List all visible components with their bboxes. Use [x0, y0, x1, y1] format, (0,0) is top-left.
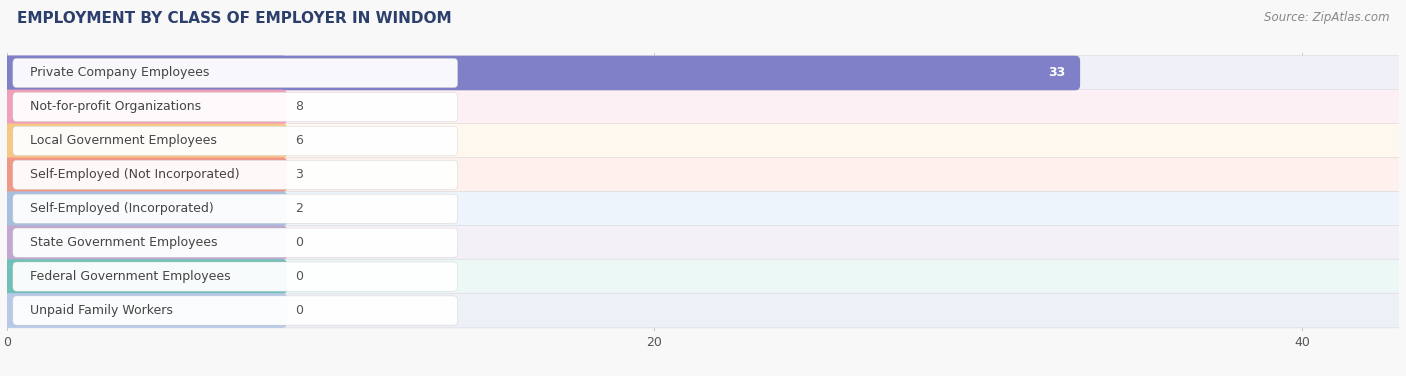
- FancyBboxPatch shape: [13, 58, 457, 88]
- FancyBboxPatch shape: [3, 56, 1403, 90]
- FancyBboxPatch shape: [3, 259, 287, 294]
- Text: 3: 3: [295, 168, 304, 181]
- FancyBboxPatch shape: [3, 89, 287, 124]
- FancyBboxPatch shape: [13, 296, 457, 325]
- FancyBboxPatch shape: [3, 158, 287, 192]
- FancyBboxPatch shape: [3, 225, 287, 260]
- Text: 2: 2: [295, 202, 304, 215]
- Text: 8: 8: [295, 100, 304, 114]
- FancyBboxPatch shape: [3, 191, 1403, 226]
- Text: 0: 0: [295, 236, 304, 249]
- FancyBboxPatch shape: [13, 126, 457, 155]
- FancyBboxPatch shape: [3, 191, 287, 226]
- FancyBboxPatch shape: [13, 92, 457, 121]
- FancyBboxPatch shape: [3, 225, 1403, 260]
- Text: Not-for-profit Organizations: Not-for-profit Organizations: [30, 100, 201, 114]
- Text: 0: 0: [295, 270, 304, 283]
- Text: Self-Employed (Incorporated): Self-Employed (Incorporated): [30, 202, 214, 215]
- FancyBboxPatch shape: [3, 124, 1403, 158]
- Text: State Government Employees: State Government Employees: [30, 236, 217, 249]
- FancyBboxPatch shape: [3, 158, 1403, 192]
- Text: 6: 6: [295, 134, 304, 147]
- Text: Federal Government Employees: Federal Government Employees: [30, 270, 231, 283]
- FancyBboxPatch shape: [3, 89, 1403, 124]
- FancyBboxPatch shape: [3, 293, 1403, 328]
- FancyBboxPatch shape: [13, 194, 457, 223]
- FancyBboxPatch shape: [3, 56, 287, 90]
- FancyBboxPatch shape: [3, 89, 271, 124]
- Text: Unpaid Family Workers: Unpaid Family Workers: [30, 304, 173, 317]
- FancyBboxPatch shape: [3, 158, 110, 192]
- Text: 33: 33: [1049, 67, 1066, 79]
- FancyBboxPatch shape: [13, 228, 457, 257]
- FancyBboxPatch shape: [3, 293, 287, 328]
- FancyBboxPatch shape: [3, 259, 1403, 294]
- Text: Self-Employed (Not Incorporated): Self-Employed (Not Incorporated): [30, 168, 239, 181]
- Text: EMPLOYMENT BY CLASS OF EMPLOYER IN WINDOM: EMPLOYMENT BY CLASS OF EMPLOYER IN WINDO…: [17, 11, 451, 26]
- FancyBboxPatch shape: [3, 124, 207, 158]
- FancyBboxPatch shape: [3, 191, 77, 226]
- FancyBboxPatch shape: [13, 160, 457, 190]
- FancyBboxPatch shape: [3, 124, 287, 158]
- Text: Local Government Employees: Local Government Employees: [30, 134, 217, 147]
- Text: Source: ZipAtlas.com: Source: ZipAtlas.com: [1264, 11, 1389, 24]
- Text: Private Company Employees: Private Company Employees: [30, 67, 209, 79]
- FancyBboxPatch shape: [13, 262, 457, 291]
- FancyBboxPatch shape: [3, 56, 1080, 90]
- Text: 0: 0: [295, 304, 304, 317]
